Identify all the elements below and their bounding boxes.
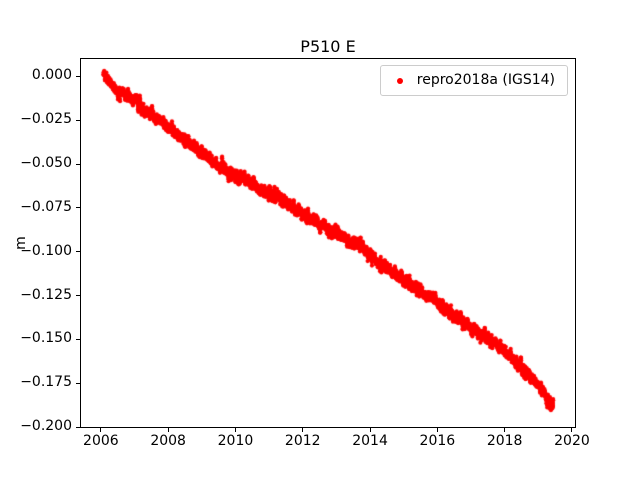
- x-tick-mark: [369, 428, 371, 432]
- x-tick-label: 2014: [352, 433, 388, 449]
- y-tick-mark: [76, 426, 80, 428]
- legend: repro2018a (IGS14): [379, 65, 568, 96]
- chart-title: P510 E: [300, 37, 356, 56]
- x-tick-mark: [504, 428, 506, 432]
- y-tick-mark: [76, 382, 80, 384]
- x-tick-label: 2016: [419, 433, 456, 449]
- x-tick-label: 2006: [83, 433, 119, 449]
- x-tick-label: 2018: [486, 433, 523, 449]
- scatter-series-canvas: [81, 59, 575, 427]
- y-tick-label: 0.000: [31, 67, 72, 84]
- y-tick-label: −0.025: [20, 111, 72, 128]
- y-tick-label: −0.075: [20, 198, 72, 215]
- x-tick-mark: [100, 428, 102, 432]
- x-tick-label: 2008: [150, 433, 186, 449]
- x-tick-label: 2012: [284, 433, 321, 449]
- y-tick-mark: [76, 295, 80, 297]
- plot-area: repro2018a (IGS14): [80, 58, 576, 428]
- y-tick-mark: [76, 338, 80, 340]
- x-tick-mark: [302, 428, 304, 432]
- y-tick-mark: [76, 251, 80, 253]
- y-tick-mark: [76, 119, 80, 121]
- legend-label: repro2018a (IGS14): [416, 72, 555, 88]
- y-tick-mark: [76, 75, 80, 77]
- y-tick-label: −0.150: [20, 330, 72, 347]
- y-tick-mark: [76, 163, 80, 165]
- x-tick-mark: [571, 428, 573, 432]
- y-tick-label: −0.200: [20, 418, 72, 435]
- x-tick-label: 2020: [554, 433, 590, 449]
- y-tick-mark: [76, 207, 80, 209]
- y-tick-label: −0.050: [20, 155, 72, 172]
- x-tick-label: 2010: [217, 433, 254, 449]
- y-tick-label: −0.175: [20, 374, 72, 391]
- y-tick-label: −0.125: [20, 286, 72, 303]
- y-tick-label: −0.100: [20, 242, 72, 259]
- x-tick-mark: [167, 428, 169, 432]
- legend-marker-dot: [396, 77, 403, 84]
- x-tick-mark: [436, 428, 438, 432]
- x-tick-mark: [234, 428, 236, 432]
